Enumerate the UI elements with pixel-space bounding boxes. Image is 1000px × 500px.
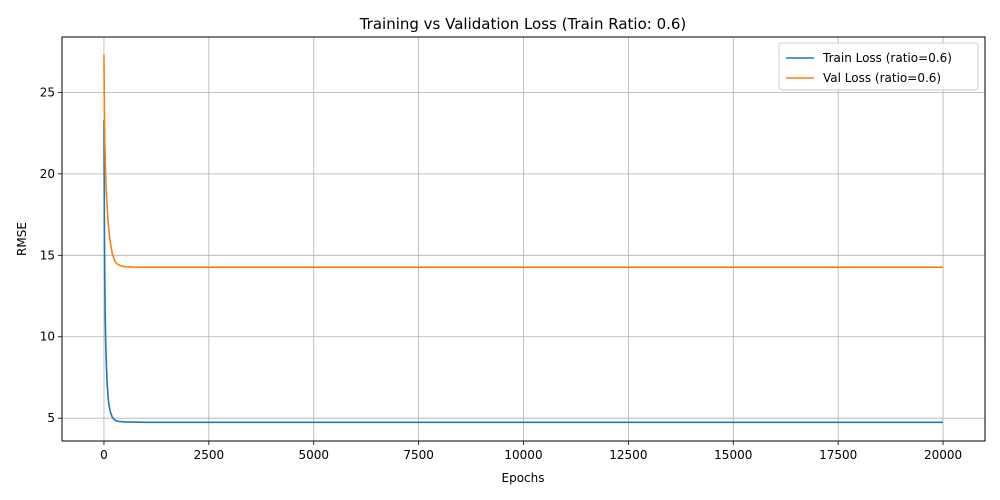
grid-lines <box>62 37 985 441</box>
x-tick-label: 7500 <box>403 448 434 462</box>
x-tick-label: 2500 <box>194 448 225 462</box>
y-tick-label: 25 <box>40 85 55 99</box>
chart-title: Training vs Validation Loss (Train Ratio… <box>359 15 687 33</box>
legend-box <box>778 42 979 91</box>
y-tick-label: 15 <box>40 248 55 262</box>
y-axis-title: RMSE <box>15 222 29 256</box>
legend: Train Loss (ratio=0.6) Val Loss (ratio=0.… <box>778 42 979 91</box>
legend-items: Train Loss (ratio=0.6) Val Loss (ratio=0.… <box>786 51 952 85</box>
y-tick-label: 10 <box>40 330 55 344</box>
x-tick-label: 17500 <box>819 448 857 462</box>
x-tick-label: 12500 <box>609 448 647 462</box>
y-axis-ticks: 5 10 15 20 25 <box>40 85 62 425</box>
series-line-train-loss <box>103 120 944 424</box>
x-tick-label: 15000 <box>714 448 752 462</box>
x-tick-label: 10000 <box>504 448 542 462</box>
x-tick-label: 20000 <box>924 448 962 462</box>
y-tick-label: 20 <box>40 167 55 181</box>
x-axis-title: Epochs <box>502 471 545 485</box>
x-tick-label: 5000 <box>298 448 329 462</box>
x-tick-label: 0 <box>100 448 108 462</box>
x-axis-ticks: 0 2500 5000 7500 10000 12500 15000 17500 20000 <box>100 441 962 462</box>
legend-label: Train Loss (ratio=0.6) <box>822 51 952 65</box>
series-line-val-loss <box>103 54 944 268</box>
series-layer <box>103 54 944 424</box>
y-tick-label: 5 <box>47 411 55 425</box>
legend-label: Val Loss (ratio=0.6) <box>823 71 941 85</box>
